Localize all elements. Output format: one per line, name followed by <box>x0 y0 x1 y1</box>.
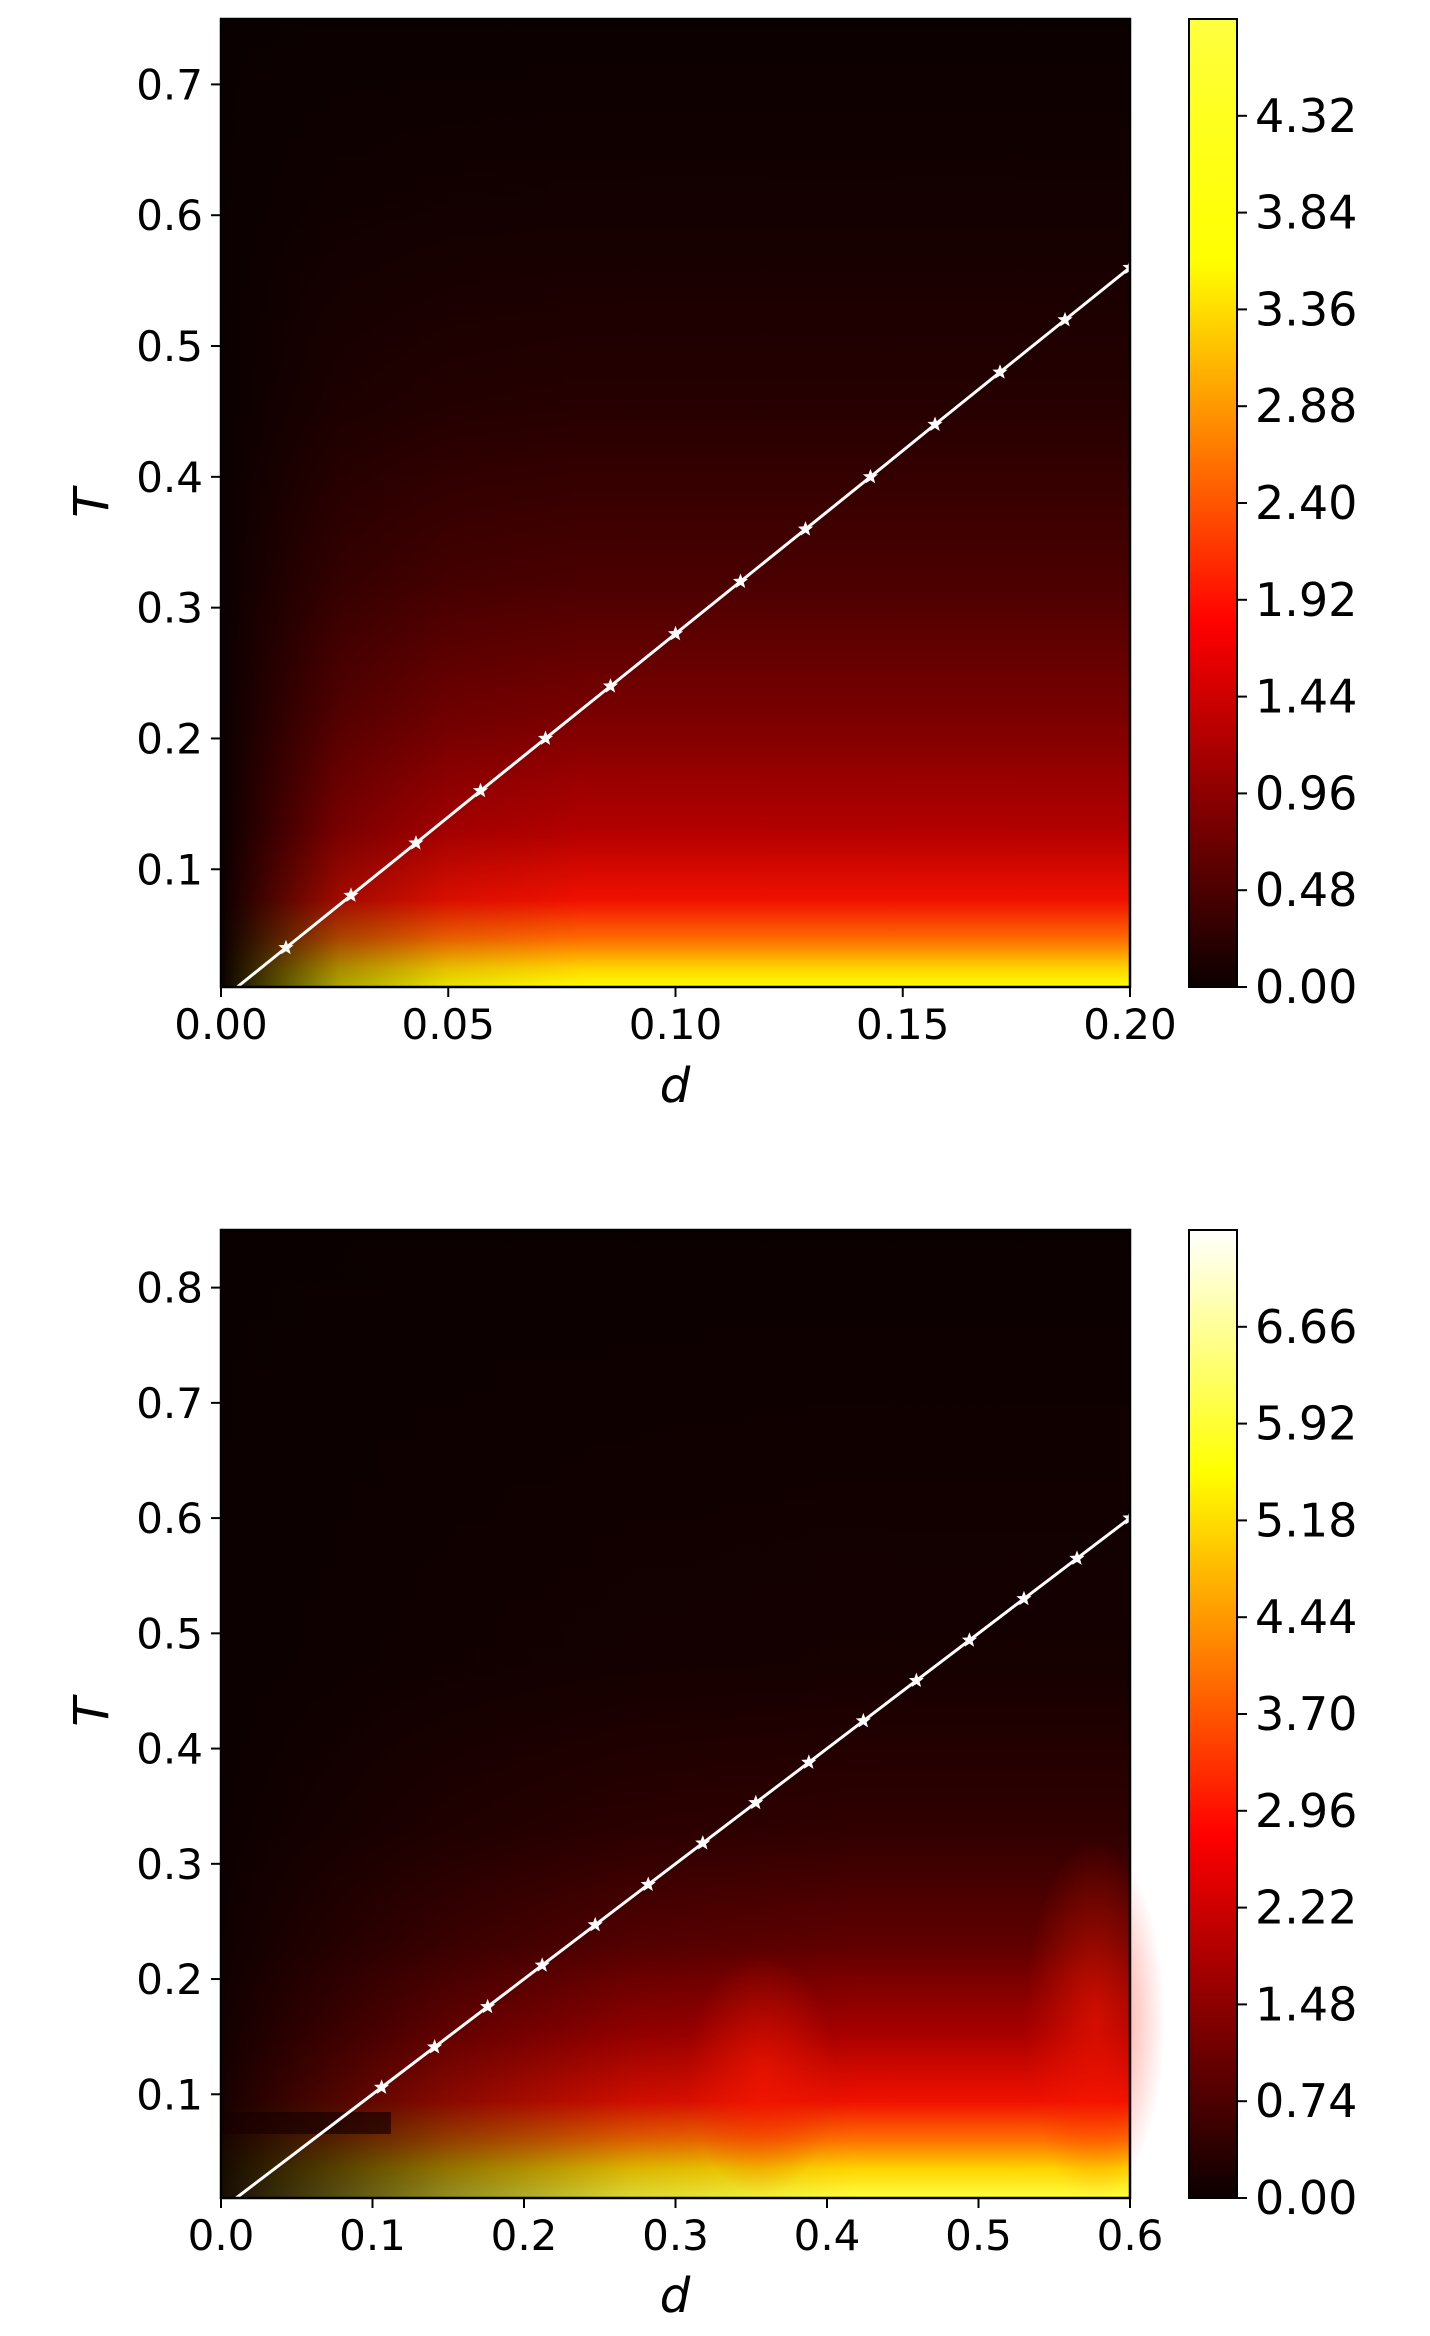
top-phase-line-star-marker <box>408 835 424 850</box>
bottom-phase-line-star-marker <box>961 1632 978 1647</box>
bottom-x-tick-label: 0.2 <box>491 2211 558 2260</box>
top-colorbar-tick-label: 0.48 <box>1255 863 1357 917</box>
top-y-tick-label: 0.1 <box>136 845 203 894</box>
bottom-phase-line-star-marker <box>534 1957 550 1972</box>
bottom-colorbar-tick-label: 0.74 <box>1255 2074 1357 2128</box>
bottom-colorbar-gradient <box>1188 1229 1238 2199</box>
bottom-y-tick-label: 0.2 <box>136 1955 203 2004</box>
top-x-tick-label: 0.15 <box>856 1000 950 1049</box>
top-colorbar-ticks: 0.00 0.48 0.96 1.44 1.92 2.40 2.88 3.36 3.84 4.32 <box>1237 89 1357 1014</box>
bottom-y-tick-label: 0.3 <box>136 1840 203 1889</box>
top-phase-line-star-marker <box>667 625 684 641</box>
bottom-x-tick-label: 0.4 <box>794 2211 861 2260</box>
top-colorbar: 0.00 0.48 0.96 1.44 1.92 2.40 2.88 3.36 3.84 4.32 <box>1188 18 1357 1014</box>
top-y-tick-label: 0.2 <box>136 714 203 763</box>
top-colorbar-tick-label: 4.32 <box>1255 89 1357 143</box>
top-colorbar-tick-label: 2.88 <box>1255 379 1357 433</box>
top-colorbar-tick-label: 2.40 <box>1255 476 1357 530</box>
top-colorbar-tick-label: 0.00 <box>1255 960 1357 1014</box>
top-phase-line-star-marker <box>732 573 749 588</box>
top-x-axis-ticks: 0.00 0.05 0.10 0.15 0.20 <box>174 987 1177 1049</box>
bottom-phase-line-star-marker <box>908 1672 924 1688</box>
top-phase-line-star-marker <box>797 521 814 536</box>
bottom-colorbar: 0.00 0.74 1.48 2.22 2.96 3.70 4.44 5.18 5.92 6.66 <box>1188 1229 1357 2225</box>
bottom-colorbar-ticks: 0.00 0.74 1.48 2.22 2.96 3.70 4.44 5.18 5.92 6.66 <box>1237 1300 1357 2225</box>
bottom-colorbar-tick-label: 5.18 <box>1255 1493 1357 1547</box>
bottom-phase-line-path <box>235 1516 1131 2200</box>
top-y-tick-label: 0.3 <box>136 584 203 633</box>
bottom-phase-line-star-marker <box>480 1998 496 2014</box>
bottom-colorbar-tick-label: 1.48 <box>1255 1977 1357 2031</box>
top-phase-line-star-marker <box>602 678 619 693</box>
bottom-heatmap-dark-band <box>221 2112 391 2134</box>
top-phase-line-star-marker <box>472 782 489 798</box>
top-x-axis-label: d <box>660 1058 691 1114</box>
bottom-phase-line-star-marker <box>695 1835 711 1850</box>
top-colorbar-gradient <box>1188 18 1238 988</box>
bottom-heatmap-hotspot-mid <box>687 1955 837 2195</box>
top-phase-line-star-marker <box>862 468 879 484</box>
top-x-tick-label: 0.05 <box>401 1000 495 1049</box>
bottom-colorbar-tick-label: 0.00 <box>1255 2171 1357 2225</box>
bottom-colorbar-tick-label: 3.70 <box>1255 1687 1357 1741</box>
top-phase-line-star-marker <box>927 416 943 431</box>
bottom-colorbar-tick-label: 2.96 <box>1255 1784 1357 1838</box>
bottom-phase-line-star-marker <box>587 1916 603 1932</box>
bottom-heatmap-left-shade <box>221 1230 1130 2198</box>
top-phase-line-star-marker <box>343 887 359 902</box>
bottom-y-axis-ticks: 0.1 0.2 0.3 0.4 0.5 0.6 0.7 0.8 <box>136 1264 221 2119</box>
bottom-phase-line-star-marker <box>855 1712 871 1728</box>
top-colorbar-tick-label: 1.44 <box>1255 670 1357 724</box>
bottom-y-tick-label: 0.5 <box>136 1609 203 1658</box>
top-phase-line-star-marker <box>278 939 294 955</box>
top-x-tick-label: 0.00 <box>174 1000 268 1049</box>
bottom-y-tick-label: 0.7 <box>136 1379 203 1428</box>
bottom-x-axis-label: d <box>660 2268 691 2324</box>
bottom-colorbar-tick-label: 2.22 <box>1255 1881 1357 1935</box>
top-phase-line-star-marker <box>537 730 554 745</box>
bottom-phase-line-star-marker <box>748 1794 764 1810</box>
bottom-x-tick-label: 0.6 <box>1097 2211 1164 2260</box>
bottom-phase-line-star-marker <box>427 2039 443 2054</box>
bottom-colorbar-tick-label: 5.92 <box>1255 1397 1357 1451</box>
top-y-axis-ticks: 0.1 0.2 0.3 0.4 0.5 0.6 0.7 <box>136 60 221 894</box>
bottom-heatmap <box>221 1230 1165 2200</box>
top-colorbar-tick-label: 3.84 <box>1255 186 1357 240</box>
top-y-tick-label: 0.7 <box>136 60 203 109</box>
top-heatmap <box>221 19 1130 987</box>
top-x-tick-label: 0.10 <box>629 1000 723 1049</box>
bottom-y-axis-label: T <box>64 1694 120 1727</box>
bottom-y-tick-label: 0.6 <box>136 1494 203 1543</box>
bottom-colorbar-tick-label: 4.44 <box>1255 1590 1357 1644</box>
top-phase-line-star-marker <box>992 364 1008 379</box>
top-panel: 0.00 0.05 0.10 0.15 0.20 0.10.20.30.40.50.60… <box>64 17 1357 1114</box>
bottom-phase-line-star-marker <box>1016 1590 1032 1606</box>
bottom-y-tick-label: 0.1 <box>136 2070 203 2119</box>
bottom-x-tick-label: 0.0 <box>188 2211 255 2260</box>
top-phase-line-star-marker <box>1057 311 1073 327</box>
top-y-axis-label: T <box>64 485 120 518</box>
top-colorbar-tick-label: 1.92 <box>1255 573 1357 627</box>
bottom-y-tick-label: 0.4 <box>136 1725 203 1774</box>
top-colorbar-tick-label: 3.36 <box>1255 282 1357 336</box>
bottom-phase-line-star-marker <box>1069 1550 1085 1565</box>
bottom-phase-line-star-marker <box>801 1754 817 1769</box>
bottom-x-tick-label: 0.3 <box>642 2211 709 2260</box>
top-x-tick-label: 0.20 <box>1083 1000 1177 1049</box>
bottom-x-tick-label: 0.5 <box>945 2211 1012 2260</box>
top-y-tick-label: 0.5 <box>136 322 203 371</box>
bottom-panel: 0.0 0.1 0.2 0.3 0.4 0.5 0.6 0.1 0.2 0.3 0.4 0.5 0.6… <box>64 1228 1357 2324</box>
top-y-tick-label: 0.4 <box>136 453 203 502</box>
bottom-phase-line-star-marker <box>640 1876 656 1892</box>
bottom-x-axis-ticks: 0.0 0.1 0.2 0.3 0.4 0.5 0.6 <box>188 2198 1164 2260</box>
bottom-x-tick-label: 0.1 <box>339 2211 406 2260</box>
bottom-y-tick-label: 0.8 <box>136 1264 203 1313</box>
bottom-heatmap-hotspot-right <box>1025 1840 1165 2200</box>
top-heatmap-left-shade <box>221 19 1130 987</box>
top-colorbar-tick-label: 0.96 <box>1255 766 1357 820</box>
top-y-tick-label: 0.6 <box>136 191 203 240</box>
bottom-phase-line-star-marker <box>373 2079 390 2094</box>
bottom-colorbar-tick-label: 6.66 <box>1255 1300 1357 1354</box>
